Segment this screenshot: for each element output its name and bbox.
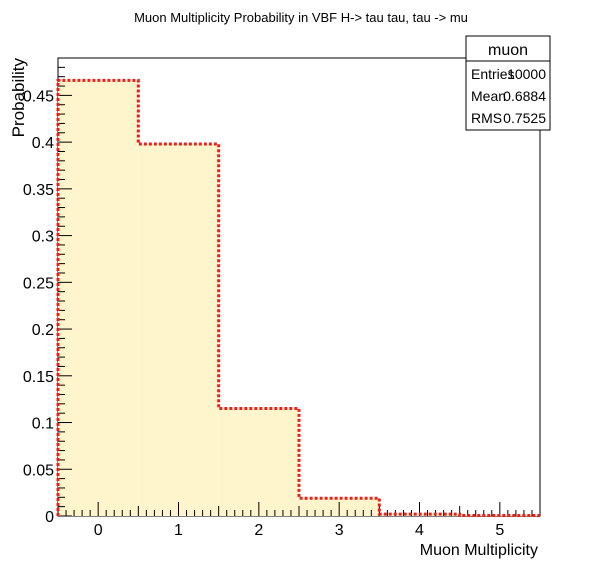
stats-entries-label: Entries [471, 66, 515, 82]
x-tick-label: 4 [415, 522, 424, 539]
stats-box-title: muon [488, 42, 528, 59]
y-tick-label: 0.35 [23, 182, 54, 199]
chart-title: Muon Multiplicity Probability in VBF H->… [134, 10, 468, 25]
y-tick-label: 0.05 [23, 462, 54, 479]
histogram-outline [56, 78, 540, 518]
stats-box-frame [465, 35, 551, 131]
histogram-bin [138, 143, 219, 517]
x-tick-label: 2 [254, 522, 263, 539]
y-tick-label: 0.2 [32, 322, 54, 339]
stats-entries-value: 10000 [507, 66, 546, 82]
y-tick-label: 0 [45, 509, 54, 526]
histogram-bin [218, 408, 299, 516]
y-axis-label: Probability [9, 58, 28, 138]
y-tick-label: 0.3 [32, 229, 54, 246]
y-tick-label: 0.25 [23, 275, 54, 292]
x-axis-label: Muon Multiplicity [420, 542, 538, 559]
x-tick-label: 3 [335, 522, 344, 539]
x-tick-label: 0 [94, 522, 103, 539]
stats-rms-label: RMS [471, 110, 502, 126]
x-tick-label: 1 [174, 522, 183, 539]
x-tick-label: 5 [495, 522, 504, 539]
stats-mean-label: Mean [471, 88, 506, 104]
stats-rms-value: 0.7525 [503, 110, 546, 126]
y-tick-label: 0.4 [32, 135, 54, 152]
histogram-bin [58, 80, 139, 517]
stats-box: muon Entries 10000 Mean 0.6884 RMS 0.752… [465, 35, 551, 131]
y-tick-label: 0.45 [23, 88, 54, 105]
plot-area: 0 1 2 3 4 5 0 0.05 0.1 0.15 0.2 0.25 0.3 0.35 0.4 0.45 [23, 57, 541, 539]
y-tick-label: 0.15 [23, 369, 54, 386]
y-tick-label: 0.1 [32, 416, 54, 433]
stats-mean-value: 0.6884 [503, 88, 546, 104]
